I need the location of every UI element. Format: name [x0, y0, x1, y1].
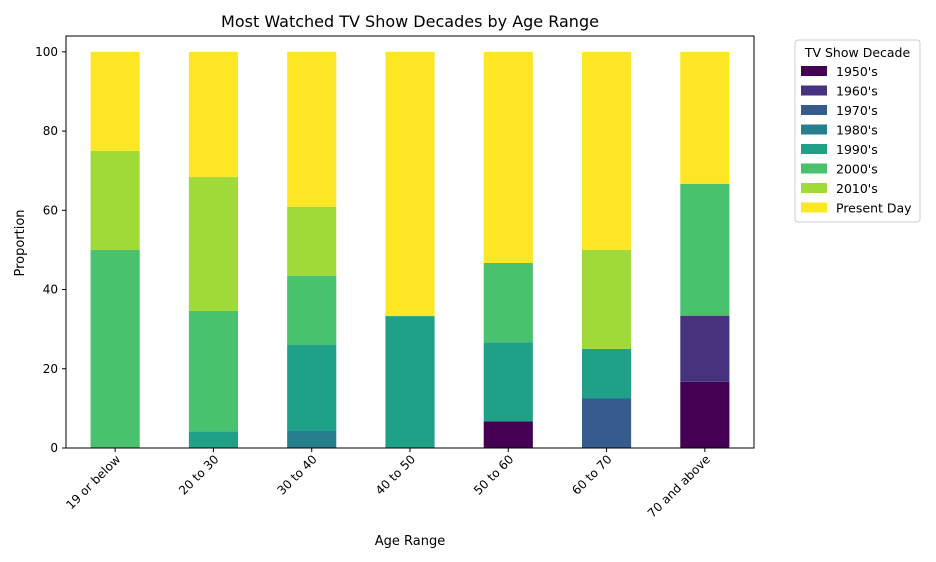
- bar-segment: [90, 51, 140, 151]
- legend-swatch: [801, 202, 827, 213]
- y-axis-label: Proportion: [13, 209, 28, 276]
- bar-segment: [483, 51, 533, 263]
- y-tick-label: 100: [35, 45, 58, 59]
- bar-segment: [483, 342, 533, 422]
- legend-swatch: [801, 183, 827, 193]
- y-tick-label: 40: [43, 283, 58, 297]
- x-tick-label: 60 to 70: [569, 452, 614, 497]
- x-tick-label: 20 to 30: [176, 452, 221, 497]
- bar-segment: [188, 431, 238, 448]
- bar-segment: [188, 310, 238, 432]
- bar-segment: [385, 316, 435, 448]
- bar-segment: [385, 51, 435, 317]
- legend-swatch: [801, 105, 827, 115]
- legend-item-label: 2010's: [836, 181, 878, 196]
- bar-segment: [90, 249, 140, 448]
- bar-segment: [287, 51, 337, 207]
- legend-swatch: [801, 163, 827, 174]
- bar-segment: [483, 262, 533, 343]
- bar-segment: [582, 249, 632, 349]
- bar-segment: [582, 398, 632, 448]
- x-tick-label: 40 to 50: [373, 452, 418, 497]
- y-tick-label: 60: [43, 203, 58, 217]
- bar-segment: [483, 421, 533, 448]
- legend: TV Show Decade 1950's 1960's 1970's 1980's 19…: [794, 39, 921, 223]
- bar-segment: [90, 150, 140, 250]
- legend-item-label: 1980's: [836, 123, 878, 138]
- bar-segment: [287, 275, 337, 345]
- legend-item-label: 1960's: [836, 84, 878, 99]
- legend-item-label: Present Day: [836, 201, 912, 216]
- legend-title: TV Show Decade: [804, 45, 911, 60]
- legend-swatch: [801, 66, 827, 76]
- bar-segment: [582, 51, 632, 250]
- y-tick-label: 20: [43, 362, 58, 376]
- legend-swatch: [801, 85, 827, 96]
- x-axis-label: Age Range: [375, 534, 445, 549]
- legend-swatch: [801, 144, 827, 154]
- x-tick-label: 50 to 60: [471, 452, 516, 497]
- legend-swatch: [801, 124, 827, 135]
- y-tick-label: 80: [43, 124, 58, 138]
- x-tick-label: 30 to 40: [274, 452, 319, 497]
- bar-segment: [680, 51, 730, 184]
- bar-segment: [188, 51, 238, 178]
- bar-segment: [287, 430, 337, 448]
- bar-segment: [287, 344, 337, 431]
- legend-item-label: 2000's: [836, 162, 878, 177]
- bar-segment: [582, 348, 632, 399]
- bar-segment: [188, 177, 238, 311]
- x-tick-label: 19 or below: [63, 452, 123, 512]
- legend-item-label: 1950's: [836, 64, 878, 79]
- chart-title: Most Watched TV Show Decades by Age Rang…: [221, 12, 599, 31]
- bar-segment: [680, 183, 730, 316]
- bar-segment: [680, 315, 730, 382]
- bar-segment: [287, 206, 337, 276]
- bar-segment: [680, 381, 730, 448]
- x-tick-label: 70 and above: [645, 452, 713, 520]
- legend-item-label: 1970's: [836, 103, 878, 118]
- bars-layer: [90, 51, 730, 448]
- y-tick-label: 0: [50, 441, 58, 455]
- legend-item-label: 1990's: [836, 142, 878, 157]
